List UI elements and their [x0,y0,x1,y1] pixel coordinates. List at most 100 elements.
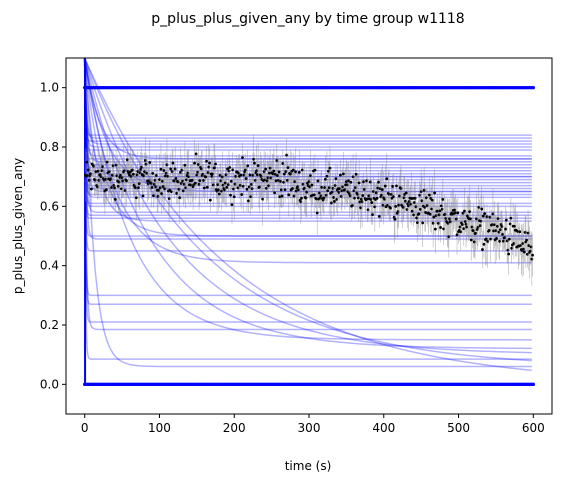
data-point [315,211,319,215]
data-point [202,186,206,190]
data-point [125,179,128,183]
data-point [389,206,392,210]
data-point [487,229,491,232]
axes: 0 100 200 300 400 500 600 0.0 0.2 0.4 0.6 0.8 1.0 [40,57,553,435]
data-point [229,193,232,197]
chart-title: p_plus_plus_given_any by time group w111… [151,11,464,27]
data-point [380,188,384,192]
data-point [277,170,281,174]
data-point [370,201,374,204]
y-tick-label: 0.8 [40,140,59,154]
data-point [283,188,287,192]
data-point [441,198,445,201]
data-point [349,180,353,184]
fit-curve [83,58,532,252]
data-point [417,212,421,216]
data-point [285,153,288,157]
y-tick-label: 0.6 [40,199,59,213]
data-point [291,187,294,190]
fit-curve [83,58,532,148]
data-point [134,196,138,200]
data-point [427,193,431,197]
data-point [183,163,187,167]
data-point [90,187,93,191]
data-point [395,184,398,188]
data-point [162,169,166,172]
data-point [205,159,208,163]
y-axis-label: p_plus_plus_given_any [11,158,25,294]
data-point [428,212,432,216]
fit-curve [83,58,532,297]
data-point [377,180,380,184]
fit-curve [83,58,532,362]
data-point [169,167,173,171]
y-tick-label: 0.4 [40,259,59,273]
data-point [375,196,379,200]
data-point [480,207,484,211]
fit-curve [83,58,532,145]
plot-content [82,58,536,387]
data-point [150,186,154,189]
data-point [371,213,374,216]
data-point [94,170,98,174]
data-point [217,192,221,196]
data-point [300,196,303,200]
x-axis-label: time (s) [285,459,332,473]
data-point [456,211,460,215]
data-point [280,194,284,198]
data-point [291,168,295,172]
data-point [455,233,459,237]
data-point [361,194,365,197]
data-point [325,174,329,178]
saturated-fit-marker [531,85,536,90]
fit-curve [83,58,532,331]
fit-curve [83,58,532,305]
fit-curve [83,58,532,350]
data-point [469,238,473,242]
data-point [404,191,408,195]
data-point [105,160,109,164]
fit-curve [83,58,532,341]
data-point [246,164,250,168]
data-point [460,223,464,226]
data-point [240,193,244,196]
data-point [113,197,117,201]
data-point [433,227,437,231]
fit-curve [83,58,532,193]
data-point [193,161,197,165]
data-point [481,214,485,218]
data-point [438,209,442,213]
fit-curve [84,58,532,372]
data-point [339,173,342,177]
x-tick-label: 200 [223,421,246,435]
y-tick-label: 0.2 [40,318,59,332]
data-point [248,173,252,177]
data-point [531,253,534,257]
data-point [228,166,232,169]
fit-curve [83,58,532,264]
data-point [518,230,522,234]
fit-curve [83,58,532,354]
data-point [482,242,486,246]
fit-curve [83,58,532,323]
data-point [357,181,361,185]
data-point [393,217,397,221]
data-point [174,177,178,180]
x-tick-label: 400 [372,421,395,435]
data-point [312,193,316,197]
data-point [225,185,229,189]
data-point [272,169,276,173]
data-point [394,204,398,208]
x-tick-label: 0 [81,421,89,435]
fit-curve [83,58,532,193]
data-point [229,179,233,183]
data-point [208,161,211,165]
data-point [205,185,209,189]
data-point [333,200,336,203]
x-tick-label: 600 [522,421,545,435]
fit-curve [83,58,532,237]
data-point [383,184,387,188]
plot-area [82,58,536,387]
data-point [253,161,256,165]
data-point [204,175,208,179]
